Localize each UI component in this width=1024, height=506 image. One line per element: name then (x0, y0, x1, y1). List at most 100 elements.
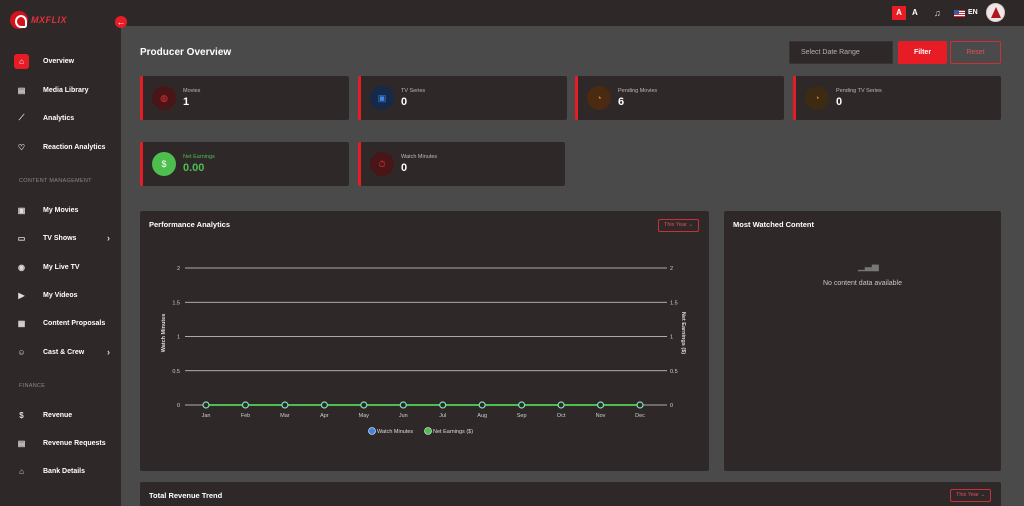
y-tick-left: 2 (177, 266, 180, 272)
section-finance: FINANCE (19, 383, 46, 389)
sidebar-item-label: Content Proposals (43, 319, 106, 327)
line-chart-icon: ⟋ (18, 113, 25, 122)
tv-icon: ▣ (370, 86, 394, 110)
legend-swatch (424, 427, 432, 435)
y-axis-label-left: Watch Minutes (161, 314, 167, 353)
x-tick-label: Sep (517, 413, 527, 419)
stat-value: 0.00 (183, 162, 205, 174)
most-watched-panel: Most Watched Content ▁▃▅ No content data… (724, 211, 1001, 471)
library-icon: ▤ (17, 85, 26, 95)
clock-icon: ◔ (805, 86, 829, 110)
sidebar-item-my-videos[interactable]: ▶ My Videos (14, 287, 110, 303)
x-tick-label: Dec (635, 413, 645, 419)
request-icon: ▤ (17, 438, 26, 448)
x-tick-label: Apr (320, 413, 329, 419)
data-point (557, 401, 565, 409)
sidebar-item-my-live-tv[interactable]: ◉ My Live TV (14, 259, 110, 275)
legend-swatch (368, 427, 376, 435)
stat-label: Movies (183, 88, 201, 94)
y-tick-left: 1 (177, 335, 180, 341)
stat-label: Pending TV Series (836, 88, 882, 94)
sidebar-item-label: My Movies (43, 206, 79, 214)
stat-card-movies: ◍ Movies 1 (140, 76, 349, 120)
stat-card-pending-tv-series: ◔ Pending TV Series 0 (793, 76, 1001, 120)
video-icon: ▶ (18, 290, 25, 300)
dollar-icon: $ (152, 152, 176, 176)
sidebar-item-reaction-analytics[interactable]: ♡ Reaction Analytics (14, 139, 110, 155)
sidebar-item-label: Overview (43, 57, 75, 65)
font-size-small-button[interactable]: A (912, 8, 918, 17)
sidebar-item-analytics[interactable]: ⟋ Analytics (14, 110, 110, 126)
sidebar-item-overview[interactable]: ⌂ Overview (14, 53, 110, 69)
sidebar-item-label: Media Library (43, 86, 89, 94)
data-point (360, 401, 368, 409)
data-point (518, 401, 526, 409)
stopwatch-icon: ⏱ (370, 152, 394, 176)
stat-card-pending-movies: ◔ Pending Movies 6 (575, 76, 784, 120)
x-tick-label: Jan (202, 413, 211, 419)
revenue-period-select[interactable]: This Year ⌄ (950, 489, 992, 502)
y-tick-right: 1.5 (670, 300, 678, 306)
y-axis-label-right: Net Earnings ($) (680, 312, 686, 354)
performance-period-select[interactable]: This Year ⌄ (658, 219, 700, 232)
chevron-right-icon: › (107, 233, 110, 243)
stat-value: 0 (401, 96, 408, 108)
data-point (241, 401, 250, 409)
sidebar-item-revenue[interactable]: $ Revenue (14, 407, 110, 423)
avatar[interactable] (986, 3, 1005, 22)
sidebar-item-label: Bank Details (43, 467, 86, 475)
arrow-left-icon[interactable]: ← (115, 16, 127, 28)
bell-icon[interactable]: ♫ (934, 8, 941, 18)
sidebar-item-tv-shows[interactable]: ▭ TV Shows › (14, 230, 110, 246)
sidebar-item-label: Revenue (43, 411, 73, 419)
sidebar-item-cast-and-crew[interactable]: ☺ Cast & Crew › (14, 344, 110, 360)
stat-label: TV Series (401, 88, 426, 94)
filter-button[interactable]: Filter (898, 41, 947, 64)
date-range-input[interactable]: Select Date Range (789, 41, 893, 64)
legend-label: Net Earnings ($) (433, 429, 473, 435)
sidebar-item-media-library[interactable]: ▤ Media Library (14, 82, 110, 98)
sidebar-item-label: Revenue Requests (43, 439, 106, 447)
data-point (596, 401, 605, 409)
brand-logo[interactable]: MXFLIX (10, 11, 67, 29)
empty-state-text: No content data available (823, 280, 902, 287)
y-tick-right: 1 (670, 335, 673, 341)
performance-chart: 0 0 0.5 0.5 1 1 1.5 1.5 2 2 Jan Feb Mar Apr May Jun Jul A… (161, 266, 686, 435)
stat-value: 1 (183, 96, 190, 108)
data-point (636, 401, 644, 409)
y-tick-right: 0 (670, 403, 673, 409)
page-title: Producer Overview (140, 47, 232, 58)
reset-button[interactable]: Reset (950, 41, 1001, 64)
x-tick-label: Mar (280, 413, 290, 419)
stat-label: Net Earnings (183, 154, 215, 160)
logo-icon (10, 11, 28, 29)
data-point (202, 401, 210, 409)
x-tick-label: Nov (596, 413, 606, 419)
x-tick-label: Oct (557, 413, 566, 419)
x-tick-label: Jul (439, 413, 446, 419)
data-point (320, 401, 328, 409)
us-flag-icon[interactable] (954, 10, 965, 17)
sidebar-item-revenue-requests[interactable]: ▤ Revenue Requests (14, 435, 110, 451)
sidebar-item-bank-details[interactable]: ⌂ Bank Details (14, 463, 110, 479)
clock-icon: ◔ (587, 86, 611, 110)
sidebar-item-label: Analytics (43, 114, 75, 122)
legend-label: Watch Minutes (377, 429, 413, 435)
data-point (478, 401, 486, 409)
sidebar-item-my-movies[interactable]: ▣ My Movies (14, 202, 110, 218)
broadcast-icon: ◉ (18, 262, 25, 272)
revenue-trend-panel: Total Revenue Trend This Year ⌄ (140, 482, 1001, 506)
font-size-large-button[interactable]: A (892, 6, 906, 20)
language-selector[interactable]: EN (968, 9, 978, 16)
x-tick-label: May (359, 413, 370, 419)
stat-value: 0 (836, 96, 843, 108)
stat-card-tv-series: ▣ TV Series 0 (358, 76, 567, 120)
sidebar-item-label: My Videos (43, 291, 78, 299)
x-tick-label: Aug (477, 413, 487, 419)
stat-value: 0 (401, 162, 408, 174)
sidebar: MXFLIX ⌂ Overview ▤ Media Library ⟋ Analytics… (0, 0, 121, 506)
stat-card-net-earnings: $ Net Earnings 0.00 (140, 142, 349, 186)
bar-chart-icon: ▁▃▅ (858, 261, 879, 271)
sidebar-item-content-proposals[interactable]: ▦ Content Proposals (14, 315, 110, 331)
users-icon: ☺ (17, 347, 26, 357)
